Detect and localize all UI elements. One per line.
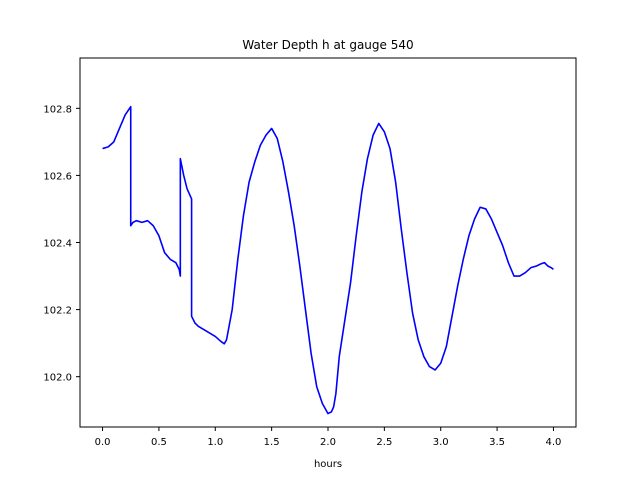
- x-tick-label: 2.5: [376, 437, 392, 448]
- y-tick-label: 102.6: [43, 171, 72, 182]
- x-tick-label: 1.0: [207, 437, 223, 448]
- y-tick-label: 102.2: [43, 306, 72, 317]
- x-tick-label: 3.5: [489, 437, 505, 448]
- plot-area: [102, 105, 554, 415]
- series-line-0: [102, 105, 554, 415]
- x-tick-label: 2.0: [320, 437, 336, 448]
- x-axis-label: hours: [314, 459, 342, 470]
- x-axis: 0.0 0.5 1.0 1.5 2.0 2.5 3.0 3.5 4.0: [95, 427, 562, 448]
- y-axis: 102.0 102.2 102.4 102.6 102.8: [43, 104, 80, 384]
- y-tick-label: 102.4: [43, 239, 72, 250]
- x-tick-label: 0.0: [95, 437, 111, 448]
- axes-frame: [79, 57, 577, 428]
- y-tick-label: 102.0: [43, 373, 72, 384]
- x-tick-label: 0.5: [151, 437, 167, 448]
- x-tick-label: 1.5: [264, 437, 280, 448]
- y-tick-label: 102.8: [43, 104, 72, 115]
- chart-title: Water Depth h at gauge 540: [242, 38, 413, 52]
- x-tick-label: 3.0: [433, 437, 449, 448]
- x-tick-label: 4.0: [546, 437, 562, 448]
